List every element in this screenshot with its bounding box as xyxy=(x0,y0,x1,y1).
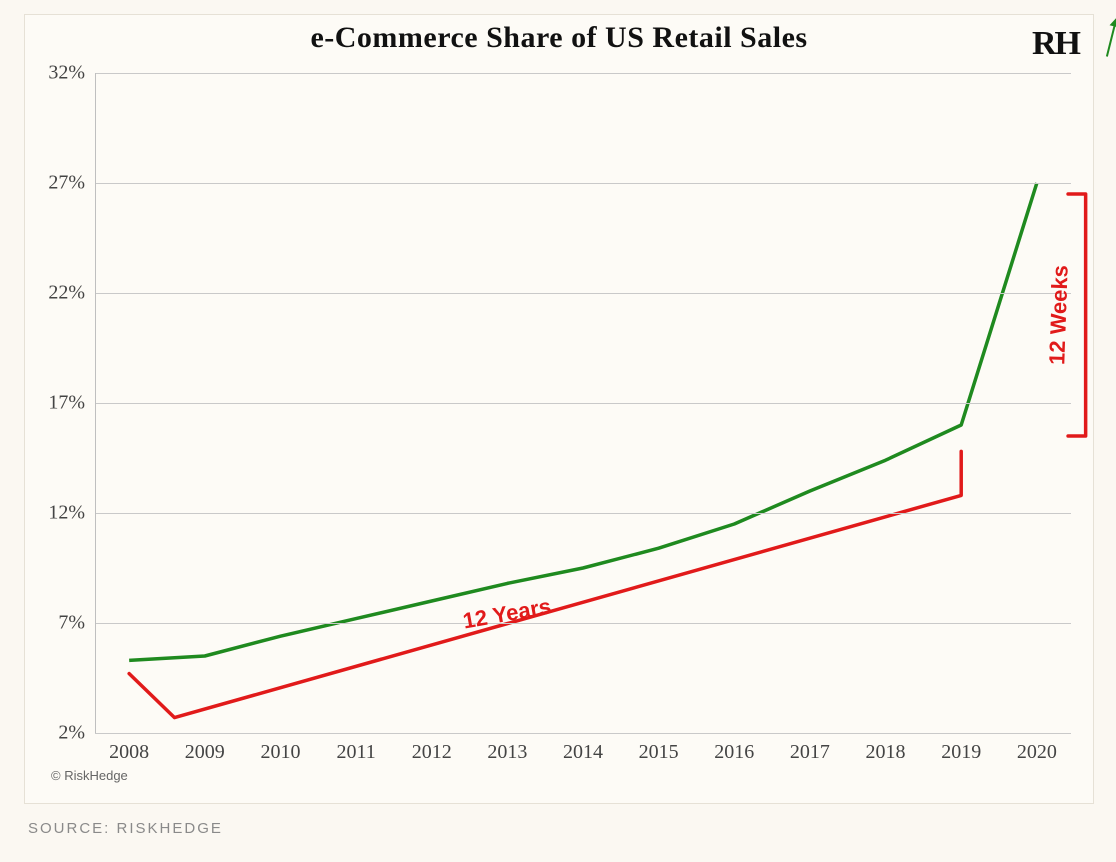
logo-arrow-icon xyxy=(1106,23,1116,56)
logo: RH xyxy=(1032,25,1079,63)
x-tick-label: 2018 xyxy=(866,733,906,764)
y-tick-label: 7% xyxy=(58,612,95,635)
x-tick-label: 2008 xyxy=(109,733,149,764)
gridline xyxy=(95,513,1071,514)
x-tick-label: 2017 xyxy=(790,733,830,764)
y-tick-label: 17% xyxy=(48,392,95,415)
gridline xyxy=(95,73,1071,74)
x-tick-label: 2009 xyxy=(185,733,225,764)
copyright-text: © RiskHedge xyxy=(51,768,128,783)
y-tick-label: 27% xyxy=(48,172,95,195)
x-tick-label: 2011 xyxy=(336,733,375,764)
y-tick-label: 22% xyxy=(48,282,95,305)
source-line: SOURCE: RISKHEDGE xyxy=(28,820,223,837)
annotation-label: 12 Weeks xyxy=(1044,265,1073,366)
x-tick-label: 2019 xyxy=(941,733,981,764)
gridline xyxy=(95,403,1071,404)
chart-frame: e-Commerce Share of US Retail Sales RH 2… xyxy=(24,14,1094,804)
chart-title: e-Commerce Share of US Retail Sales xyxy=(25,21,1093,55)
x-tick-label: 2014 xyxy=(563,733,603,764)
gridline xyxy=(95,183,1071,184)
plot-area: 2%7%12%17%22%27%32%200820092010201120122… xyxy=(95,73,1071,733)
gridline xyxy=(95,623,1071,624)
x-tick-label: 2015 xyxy=(639,733,679,764)
x-tick-label: 2010 xyxy=(260,733,300,764)
y-tick-label: 12% xyxy=(48,502,95,525)
y-axis-line xyxy=(95,73,96,733)
y-tick-label: 32% xyxy=(48,62,95,85)
gridline xyxy=(95,293,1071,294)
logo-text: RH xyxy=(1032,25,1079,62)
y-tick-label: 2% xyxy=(58,722,95,745)
x-tick-label: 2012 xyxy=(412,733,452,764)
x-tick-label: 2016 xyxy=(714,733,754,764)
x-tick-label: 2020 xyxy=(1017,733,1057,764)
annotation-bracket xyxy=(129,451,961,717)
x-tick-label: 2013 xyxy=(487,733,527,764)
